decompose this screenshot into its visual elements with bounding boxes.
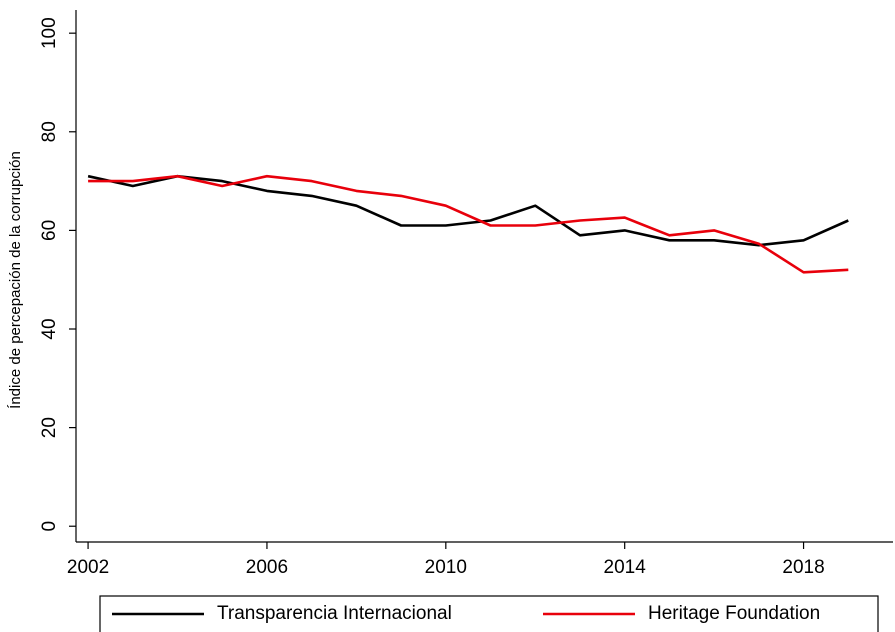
x-tick-label: 2014 [604, 557, 647, 578]
y-tick-label: 20 [39, 417, 60, 438]
x-tick-label: 2006 [246, 557, 288, 578]
series-line [87, 174, 849, 247]
y-axis-label: Índice de percepación de la corrupción [7, 151, 24, 409]
x-tick-label: 2002 [67, 557, 109, 578]
y-tick-label: 100 [39, 17, 60, 49]
y-tick-label: 60 [39, 220, 60, 241]
y-tick-label: 80 [39, 121, 60, 142]
series-line [88, 174, 849, 274]
x-tick-label: 2018 [782, 557, 824, 578]
y-tick-label: 0 [39, 521, 60, 532]
legend-label: Heritage Foundation [648, 603, 820, 624]
x-tick-label: 2010 [425, 557, 467, 578]
legend-label: Transparencia Internacional [217, 603, 452, 624]
legend-box [99, 595, 879, 632]
y-tick-label: 40 [39, 318, 60, 339]
